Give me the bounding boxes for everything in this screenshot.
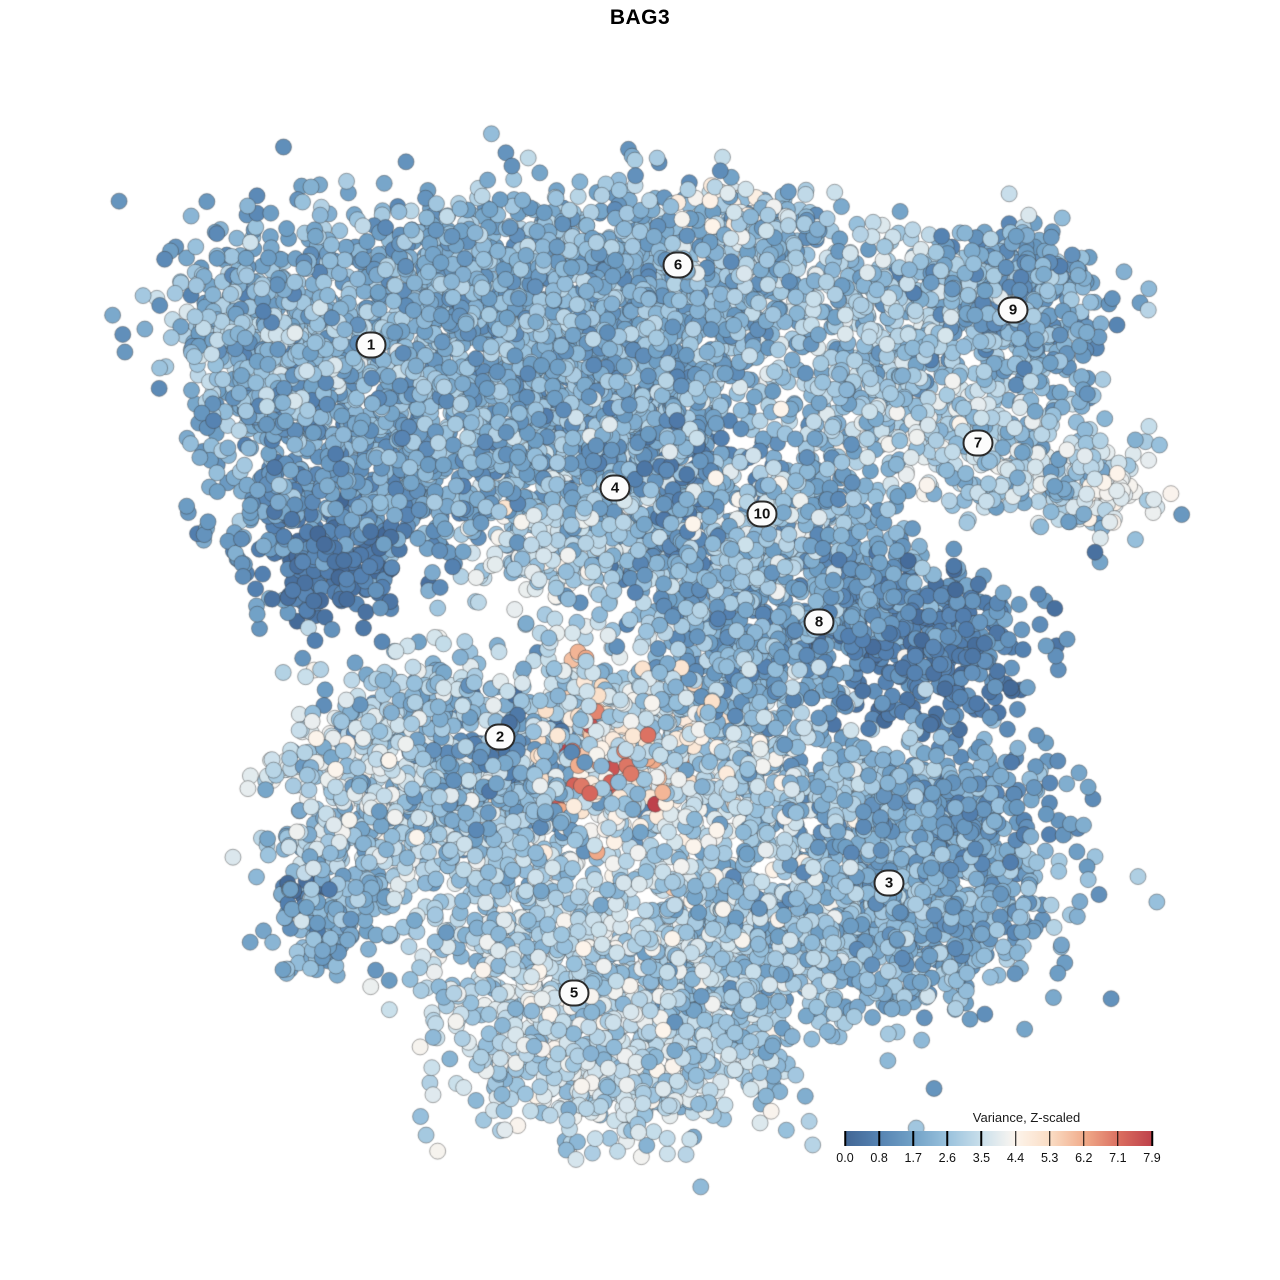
colorbar-tick-labels: 0.0 0.8 1.7 2.6 3.5 4.4 5.3 6.2 7.1 7.9	[836, 1151, 1160, 1165]
colorbar-legend: Variance, Z-scaled 0.0 0.8 1.7 2.6 3.5 4.4 5.3…	[836, 1110, 1160, 1165]
colorbar-tick-label: 2.6	[938, 1151, 957, 1165]
colorbar-tick-mark	[980, 1131, 983, 1146]
colorbar-tick-label: 0.0	[836, 1151, 854, 1165]
colorbar-tick-label: 0.8	[870, 1151, 888, 1165]
colorbar-tick-mark	[878, 1131, 880, 1146]
colorbar-tick-label: 4.4	[1006, 1151, 1025, 1165]
colorbar-tick-mark	[1117, 1131, 1119, 1146]
colorbar-tick-label: 7.9	[1143, 1151, 1161, 1165]
colorbar-tick-mark	[844, 1131, 846, 1146]
colorbar-tick-mark	[1083, 1131, 1085, 1146]
colorbar-gradient	[844, 1131, 1153, 1146]
colorbar-tick-label: 1.7	[904, 1151, 922, 1165]
colorbar-tick-label: 3.5	[972, 1151, 991, 1165]
colorbar-title: Variance, Z-scaled	[972, 1110, 1081, 1125]
colorbar-tick-mark	[912, 1131, 914, 1146]
colorbar-tick-mark	[946, 1131, 949, 1146]
colorbar-tick-mark	[1048, 1131, 1051, 1146]
colorbar-tick-mark	[1014, 1131, 1017, 1146]
colorbar-tick-label: 5.3	[1040, 1151, 1059, 1165]
colorbar-tick-mark	[1151, 1131, 1153, 1146]
colorbar-tick-label: 6.2	[1075, 1151, 1093, 1165]
colorbar-tick-label: 7.1	[1109, 1151, 1127, 1165]
